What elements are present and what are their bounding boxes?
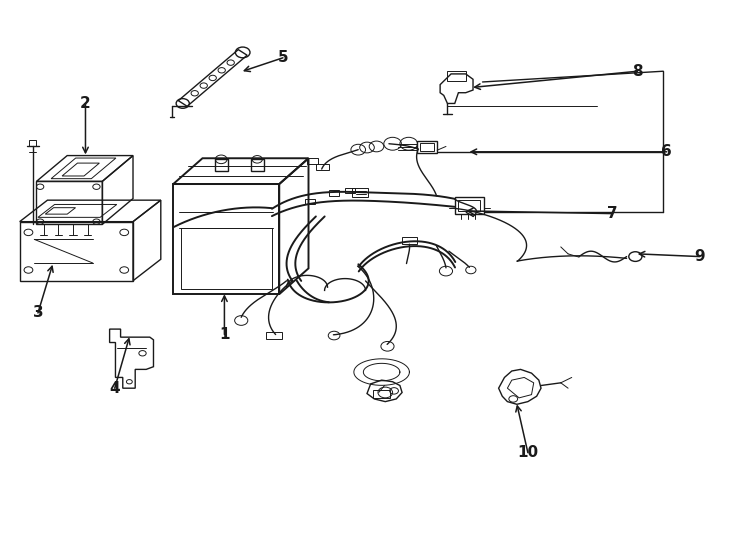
Text: 5: 5 (277, 50, 288, 65)
Bar (352, 188, 368, 198)
Bar (420, 143, 435, 151)
Text: 8: 8 (632, 64, 643, 79)
Text: 4: 4 (109, 381, 120, 396)
Text: 3: 3 (32, 306, 43, 320)
Bar (307, 158, 318, 164)
Bar (459, 200, 480, 211)
Text: 6: 6 (661, 144, 672, 159)
Bar (402, 237, 417, 244)
Bar (329, 191, 339, 196)
Text: 7: 7 (606, 206, 617, 221)
Bar (448, 71, 465, 81)
Bar (316, 164, 329, 170)
Text: 10: 10 (517, 445, 539, 460)
Text: 1: 1 (219, 327, 230, 342)
Bar (181, 228, 272, 289)
Bar (345, 188, 355, 193)
Text: 2: 2 (80, 96, 91, 111)
Bar (305, 199, 315, 205)
Bar (266, 332, 282, 339)
Text: 9: 9 (694, 249, 705, 264)
Bar (455, 198, 484, 214)
Bar (417, 141, 437, 153)
Bar (373, 390, 390, 398)
